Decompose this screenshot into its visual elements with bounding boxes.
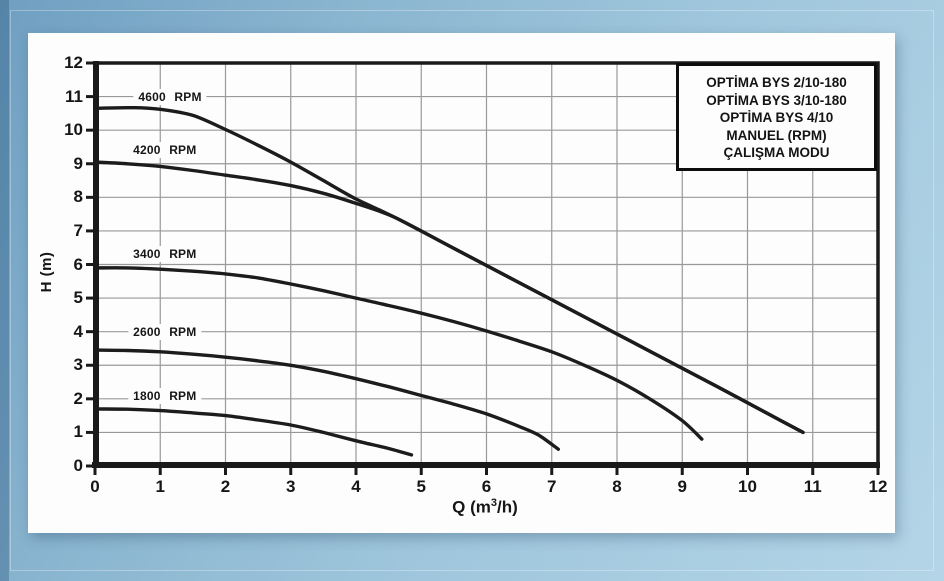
y-tick-label-3: 3 — [73, 355, 83, 375]
chart-panel: H (m) Q (m3/h) OPTİMA BYS 2/10-180 OPTİMA… — [28, 33, 895, 533]
x-axis-title-suffix: /h) — [497, 497, 518, 517]
x-tick-label-10: 10 — [738, 477, 757, 496]
curve-label-2600-rpm: 2600 RPM — [128, 324, 202, 341]
curve-label-3400-rpm: 3400 RPM — [128, 245, 202, 262]
x-tick-label-4: 4 — [351, 477, 361, 496]
legend-line-4: MANUEL (RPM) — [726, 127, 827, 143]
y-tick-label-7: 7 — [73, 220, 83, 240]
x-tick-label-5: 5 — [416, 477, 426, 496]
curve-label-4200-rpm: 4200 RPM — [128, 141, 202, 158]
x-tick-label-2: 2 — [220, 477, 231, 496]
x-tick-label-0: 0 — [90, 477, 100, 496]
x-axis-title-superscript: 3 — [490, 497, 498, 509]
chart-svg — [86, 61, 880, 475]
plot-area — [28, 33, 895, 533]
legend-line-1: OPTİMA BYS 2/10-180 — [706, 75, 847, 90]
x-tick-label-8: 8 — [612, 477, 622, 496]
y-tick-label-6: 6 — [73, 254, 83, 274]
x-axis-title-prefix: Q (m — [452, 497, 491, 517]
y-axis-title: H (m) — [38, 251, 55, 293]
curve-label-4600-rpm: 4600 RPM — [133, 88, 207, 105]
y-tick-label-11: 11 — [65, 86, 83, 106]
x-tick-label-6: 6 — [481, 477, 492, 496]
y-tick-label-9: 9 — [73, 153, 83, 173]
legend-box: OPTİMA BYS 2/10-180 OPTİMA BYS 3/10-180 OP… — [676, 63, 877, 171]
y-tick-label-2: 2 — [73, 388, 83, 408]
curve-3400-rpm — [93, 266, 704, 441]
x-tick-label-11: 11 — [803, 477, 822, 496]
y-tick-label-5: 5 — [73, 288, 83, 308]
y-tick-label-8: 8 — [73, 187, 83, 207]
y-tick-label-4: 4 — [73, 321, 83, 341]
legend-line-3: OPTİMA BYS 4/10 — [719, 110, 834, 126]
y-tick-label-1: 1 — [73, 422, 83, 442]
x-tick-label-3: 3 — [286, 477, 296, 496]
x-tick-label-9: 9 — [677, 477, 687, 496]
curve-label-1800-rpm: 1800 RPM — [128, 388, 202, 405]
legend-line-5: ÇALIŞMA MODU — [723, 145, 830, 161]
y-tick-label-10: 10 — [64, 120, 83, 140]
x-tick-label-12: 12 — [868, 477, 888, 496]
curve-4200-rpm — [93, 160, 805, 435]
x-axis-title: Q (m3/h) — [415, 497, 555, 521]
y-tick-label-12: 12 — [64, 53, 83, 72]
x-tick-label-1: 1 — [155, 477, 165, 496]
legend-line-2: OPTİMA BYS 3/10-180 — [706, 92, 847, 108]
curve-1800-rpm — [93, 407, 414, 457]
curve-2600-rpm — [93, 348, 560, 451]
background-left-band — [0, 0, 9, 581]
x-tick-label-7: 7 — [547, 477, 557, 496]
y-tick-label-0: 0 — [73, 456, 83, 475]
